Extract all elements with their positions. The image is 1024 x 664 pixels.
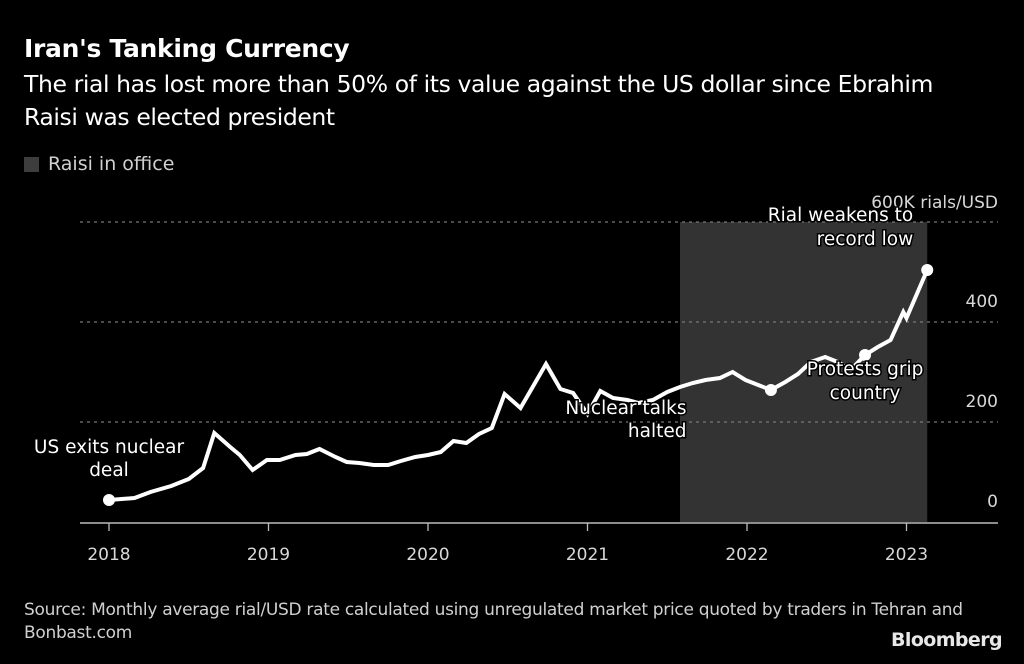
- annotation-label: deal: [89, 460, 129, 481]
- y-tick-label-200: 200: [966, 392, 998, 412]
- chart-subtitle: The rial has lost more than 50% of its v…: [24, 70, 933, 131]
- source-note: Source: Monthly average rial/USD rate ca…: [24, 600, 963, 643]
- annotation-label: halted: [628, 421, 687, 442]
- legend-label-raisi: Raisi in office: [48, 153, 175, 175]
- y-tick-label-400: 400: [966, 292, 998, 312]
- x-tick-label-2020: 2020: [406, 545, 449, 565]
- x-tick-label-2023: 2023: [885, 545, 928, 565]
- legend: Raisi in office: [24, 153, 174, 175]
- annotation-marker: [764, 384, 777, 396]
- annotation-marker: [103, 494, 115, 506]
- rial-usd-line: [107, 268, 930, 502]
- x-tick-label-2022: 2022: [725, 545, 768, 565]
- annotation-label: US exits nuclear: [34, 437, 185, 458]
- y-tick-label-600: 600K rials/USD: [871, 193, 998, 213]
- bloomberg-logo: Bloomberg: [891, 629, 1003, 651]
- annotation-marker: [859, 349, 872, 361]
- annotation-label: Rial weakens to: [768, 205, 913, 226]
- x-tick-label-2021: 2021: [566, 545, 609, 565]
- annotation-marker: [921, 264, 934, 276]
- annotation-label: Nuclear talks: [565, 398, 686, 419]
- raisi-shaded-region: [680, 222, 928, 522]
- x-tick-label-2018: 2018: [87, 545, 130, 565]
- y-tick-label-0: 0: [987, 492, 998, 512]
- annotation-label: Protests grip: [807, 359, 924, 380]
- x-tick-label-2019: 2019: [247, 545, 290, 565]
- chart-title: Iran's Tanking Currency: [24, 34, 350, 63]
- legend-swatch-raisi: [24, 156, 39, 172]
- annotation-label: country: [830, 383, 901, 404]
- annotation-label: record low: [817, 229, 914, 250]
